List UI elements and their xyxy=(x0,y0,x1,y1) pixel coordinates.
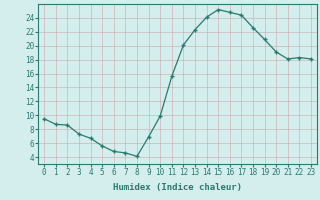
X-axis label: Humidex (Indice chaleur): Humidex (Indice chaleur) xyxy=(113,183,242,192)
